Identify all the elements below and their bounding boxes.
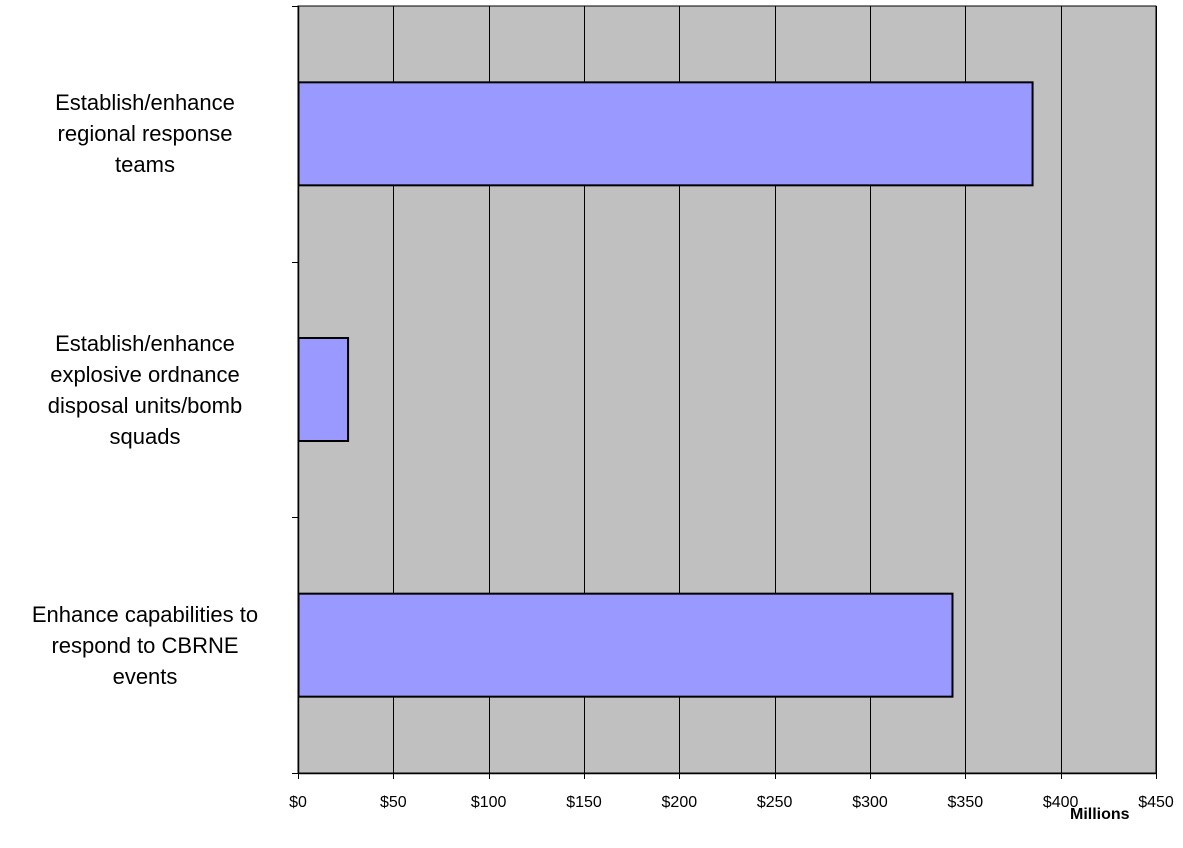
category-label-line: teams: [115, 152, 175, 178]
x-tick-label: $400: [1043, 794, 1079, 811]
axes: [292, 6, 1157, 779]
x-tick-label: $100: [471, 794, 507, 811]
x-tick-label: $0: [289, 794, 307, 811]
category-label-line: events: [112, 663, 178, 689]
category-label-line: explosive ordnance: [50, 361, 240, 387]
x-unit-label: Millions: [1070, 806, 1130, 823]
bars: [297, 81, 1034, 698]
category-label: Enhance capabilities to respond to CBRNE e…: [0, 599, 290, 692]
category-label-line: Establish/enhance: [55, 330, 235, 356]
category-label-line: respond to CBRNE: [51, 632, 239, 658]
x-tick-label: $200: [662, 794, 698, 811]
x-tick-labels: $0 $50 $100 $150 $200 $250 $300 $350 $400 $450: [289, 794, 1174, 811]
x-tick-label: $300: [852, 794, 888, 811]
bar: [297, 592, 954, 698]
category-label-line: squads: [109, 423, 181, 449]
category-label: Establish/enhance explosive ordnance dispo…: [0, 328, 290, 452]
category-label-line: Enhance capabilities to: [31, 601, 259, 627]
x-tick-label: $450: [1138, 794, 1174, 811]
category-label-line: disposal units/bomb: [47, 392, 243, 418]
x-tick-label: $250: [757, 794, 793, 811]
x-tick-label: $350: [948, 794, 984, 811]
bar: [297, 81, 1034, 187]
x-tick-label: $50: [380, 794, 407, 811]
category-label-line: regional response: [57, 121, 233, 147]
bar: [297, 337, 350, 442]
category-label-line: Establish/enhance: [55, 90, 235, 116]
x-tick-label: $150: [566, 794, 602, 811]
category-label: Establish/enhance regional response teams: [0, 87, 290, 180]
